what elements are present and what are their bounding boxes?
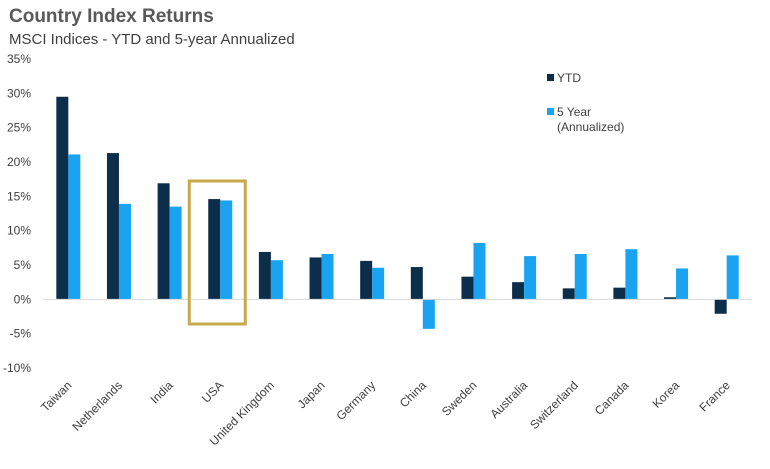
- y-tick-label: 0%: [14, 292, 32, 306]
- bar-ytd-france: [714, 299, 727, 314]
- bar-ytd-india: [157, 183, 170, 300]
- x-tick-label: Taiwan: [38, 378, 74, 414]
- bar-5yr-taiwan: [68, 154, 81, 300]
- x-tick-label: Netherlands: [69, 378, 125, 434]
- bar-5yr-united-kingdom: [270, 260, 283, 300]
- bar-ytd-united-kingdom: [258, 251, 271, 300]
- bar-5yr-china: [422, 299, 435, 329]
- bar-ytd-china: [410, 267, 423, 300]
- legend-swatch-5yr: [547, 108, 554, 115]
- bar-5yr-netherlands: [118, 203, 131, 300]
- bar-5yr-korea: [676, 268, 689, 300]
- x-tick-label: Japan: [295, 378, 328, 411]
- x-tick-label: USA: [199, 378, 226, 405]
- bar-ytd-korea: [664, 297, 677, 300]
- bar-5yr-canada: [625, 249, 638, 300]
- x-tick-label: Canada: [592, 378, 632, 418]
- x-tick-label: China: [397, 378, 429, 410]
- legend-label-5yr: 5 Year: [557, 105, 591, 119]
- y-tick-label: 20%: [7, 155, 31, 169]
- y-tick-label: -10%: [3, 361, 31, 375]
- bar-5yr-france: [726, 255, 739, 300]
- chart-title: Country Index Returns: [9, 6, 214, 27]
- bar-ytd-japan: [309, 257, 322, 300]
- x-tick-label: France: [696, 378, 733, 415]
- y-tick-label: 30%: [7, 86, 31, 100]
- legend: YTD 5 Year(Annualized): [547, 71, 624, 134]
- y-axis: -10% -5% 0% 5% 10% 15% 20% 25% 30% 35%: [3, 52, 31, 375]
- bar-ytd-australia: [512, 282, 525, 300]
- y-tick-label: 35%: [7, 52, 31, 66]
- bar-5yr-australia: [524, 256, 537, 300]
- x-tick-label: Australia: [487, 378, 530, 421]
- legend-label-ytd: YTD: [557, 71, 581, 85]
- bar-ytd-netherlands: [106, 153, 119, 300]
- x-tick-label: Switzerland: [527, 378, 581, 432]
- highlight-group: [187, 179, 247, 326]
- x-tick-label: India: [147, 378, 176, 407]
- legend-label-5yr-line2: (Annualized): [557, 120, 624, 134]
- highlight-box: [187, 179, 247, 326]
- x-tick-label: Sweden: [439, 378, 480, 419]
- x-tick-label: Korea: [650, 378, 683, 411]
- bar-5yr-sweden: [473, 243, 486, 300]
- y-tick-label: -5%: [10, 327, 32, 341]
- y-tick-label: 15%: [7, 189, 31, 203]
- bar-5yr-japan: [321, 254, 334, 300]
- bar-ytd-taiwan: [56, 96, 69, 300]
- y-tick-label: 25%: [7, 121, 31, 135]
- bar-ytd-sweden: [461, 276, 474, 300]
- bar-ytd-usa: [208, 199, 221, 300]
- bar-ytd-canada: [613, 287, 626, 300]
- chart-subtitle: MSCI Indices - YTD and 5-year Annualized: [9, 31, 295, 48]
- y-tick-label: 10%: [7, 224, 31, 238]
- y-tick-label: 5%: [14, 258, 32, 272]
- bar-5yr-india: [169, 206, 182, 300]
- bar-ytd-germany: [360, 260, 373, 300]
- bars-group: [43, 96, 752, 329]
- bar-5yr-usa: [220, 200, 233, 300]
- bar-5yr-germany: [372, 267, 385, 300]
- bar-ytd-switzerland: [562, 288, 575, 300]
- legend-swatch-ytd: [547, 74, 554, 81]
- bar-5yr-switzerland: [574, 254, 587, 300]
- x-tick-label: Germany: [333, 378, 378, 423]
